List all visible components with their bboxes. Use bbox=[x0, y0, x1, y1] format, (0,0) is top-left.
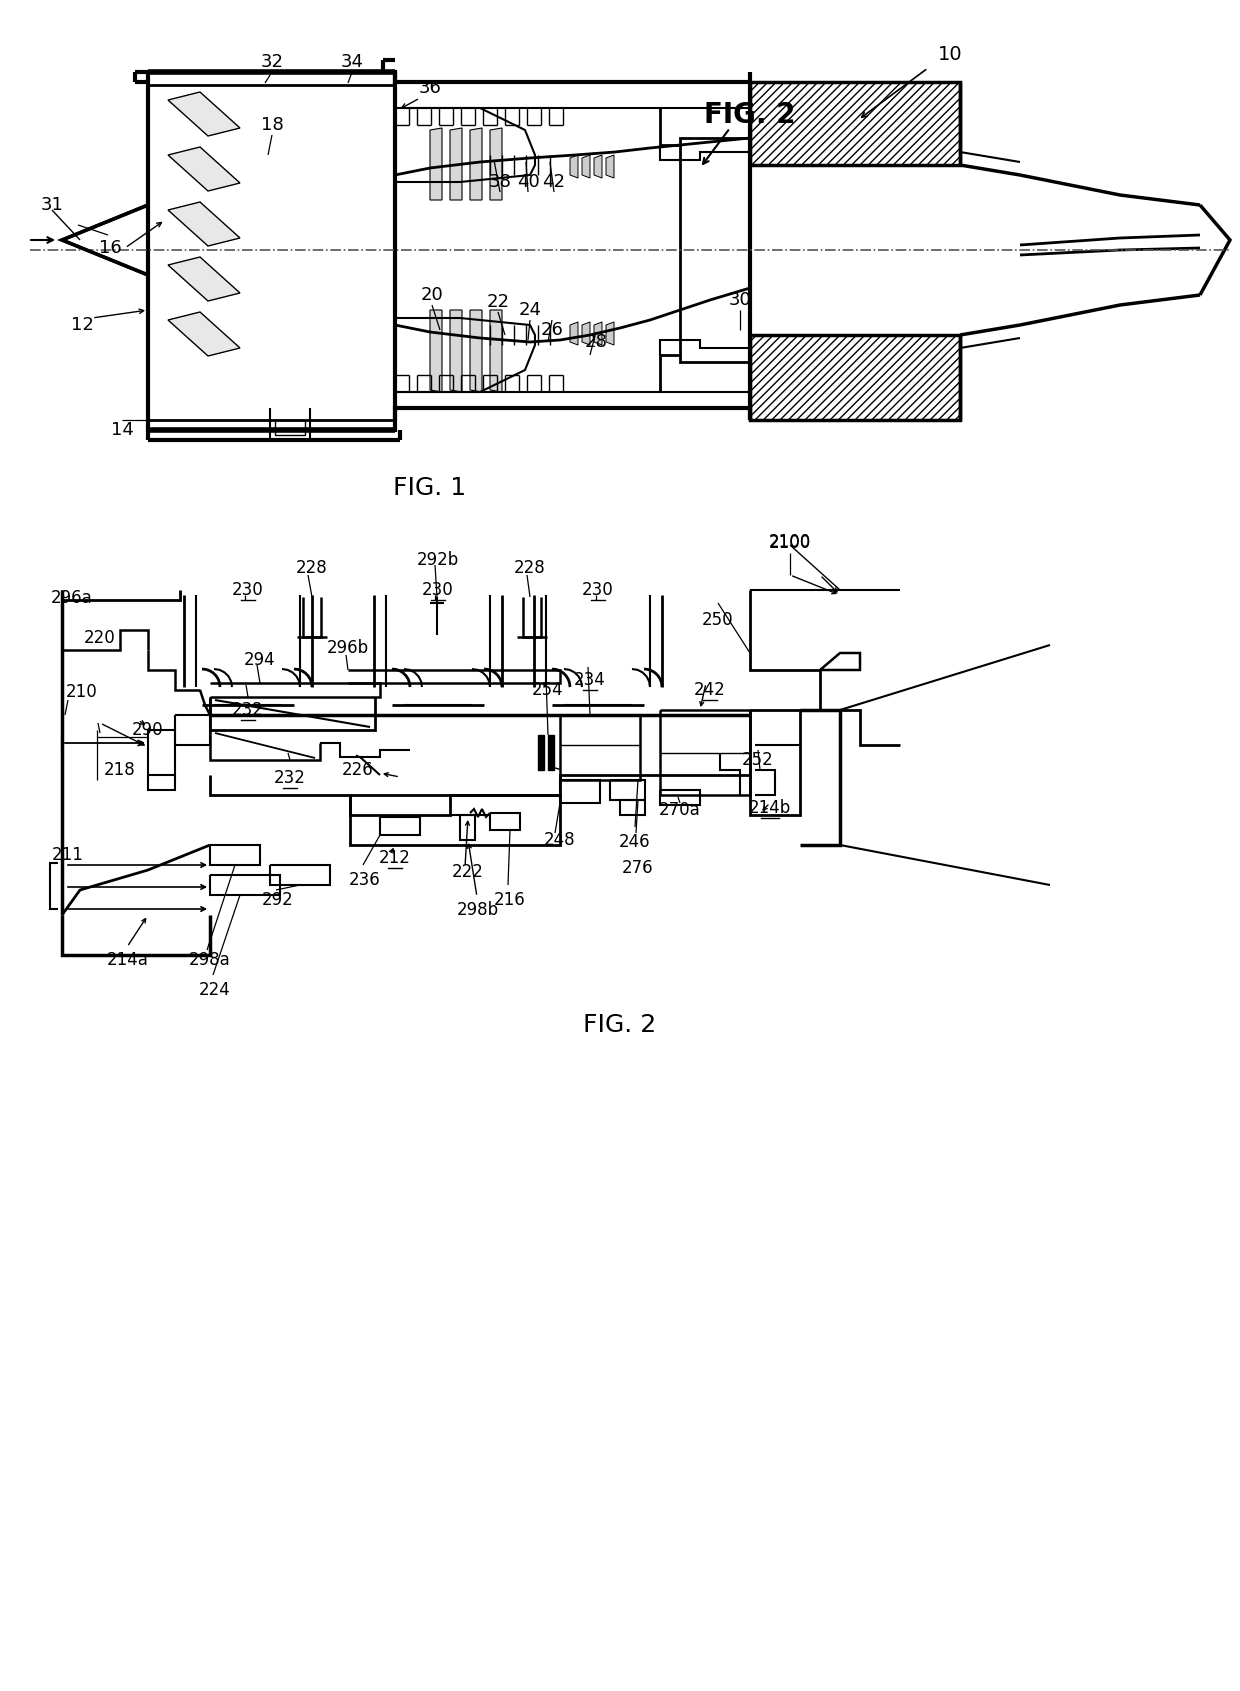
Polygon shape bbox=[606, 321, 614, 345]
Polygon shape bbox=[538, 736, 544, 769]
Polygon shape bbox=[582, 156, 590, 178]
Text: 218: 218 bbox=[104, 761, 136, 780]
Text: 230: 230 bbox=[232, 582, 264, 599]
Polygon shape bbox=[490, 129, 502, 200]
Polygon shape bbox=[490, 309, 502, 392]
Text: 16: 16 bbox=[99, 238, 122, 257]
Text: 28: 28 bbox=[584, 333, 608, 352]
Polygon shape bbox=[582, 321, 590, 345]
Text: 230: 230 bbox=[422, 582, 454, 599]
Text: 290: 290 bbox=[133, 720, 164, 739]
Text: 214b: 214b bbox=[749, 800, 791, 817]
Text: 18: 18 bbox=[260, 117, 284, 134]
Text: 42: 42 bbox=[543, 172, 565, 191]
Text: 248: 248 bbox=[544, 830, 575, 849]
Text: 211: 211 bbox=[52, 846, 84, 864]
Polygon shape bbox=[570, 321, 578, 345]
Polygon shape bbox=[430, 309, 441, 392]
Text: 26: 26 bbox=[541, 321, 563, 338]
Text: 214a: 214a bbox=[107, 950, 149, 969]
Polygon shape bbox=[594, 321, 601, 345]
Text: 226: 226 bbox=[342, 761, 374, 780]
Text: 242: 242 bbox=[694, 681, 725, 698]
Text: 36: 36 bbox=[419, 79, 441, 96]
Text: 24: 24 bbox=[518, 301, 542, 320]
Text: 296a: 296a bbox=[51, 588, 93, 607]
Text: 236: 236 bbox=[350, 871, 381, 889]
Polygon shape bbox=[275, 419, 305, 435]
Text: 228: 228 bbox=[296, 560, 327, 577]
Text: 232: 232 bbox=[274, 769, 306, 786]
Text: 296b: 296b bbox=[327, 639, 370, 658]
Polygon shape bbox=[167, 201, 241, 245]
Polygon shape bbox=[606, 156, 614, 178]
Text: FIG. 2: FIG. 2 bbox=[583, 1013, 657, 1037]
Text: 20: 20 bbox=[420, 286, 444, 304]
Text: 228: 228 bbox=[515, 560, 546, 577]
Text: 298a: 298a bbox=[190, 950, 231, 969]
Polygon shape bbox=[450, 129, 463, 200]
Polygon shape bbox=[450, 309, 463, 392]
Text: 40: 40 bbox=[517, 172, 539, 191]
Polygon shape bbox=[750, 81, 960, 166]
Polygon shape bbox=[470, 129, 482, 200]
Text: 12: 12 bbox=[71, 316, 93, 335]
Text: FIG. 1: FIG. 1 bbox=[393, 475, 466, 501]
Text: 34: 34 bbox=[341, 52, 363, 71]
Text: 230: 230 bbox=[582, 582, 614, 599]
Text: 234: 234 bbox=[574, 671, 606, 688]
Text: FIG. 2: FIG. 2 bbox=[704, 101, 796, 129]
Text: 10: 10 bbox=[937, 46, 962, 64]
Text: 276: 276 bbox=[622, 859, 653, 878]
Text: 38: 38 bbox=[489, 172, 511, 191]
Text: 292b: 292b bbox=[417, 551, 459, 568]
Polygon shape bbox=[548, 736, 554, 769]
Polygon shape bbox=[167, 91, 241, 135]
Text: 270a: 270a bbox=[660, 802, 701, 818]
Text: 298b: 298b bbox=[456, 901, 498, 918]
Text: 212: 212 bbox=[379, 849, 410, 867]
Text: 2100: 2100 bbox=[769, 533, 811, 551]
Text: 210: 210 bbox=[66, 683, 98, 702]
Text: 32: 32 bbox=[260, 52, 284, 71]
Text: 22: 22 bbox=[486, 293, 510, 311]
Text: 220: 220 bbox=[84, 629, 115, 648]
Text: 246: 246 bbox=[619, 834, 651, 851]
Text: 216: 216 bbox=[494, 891, 526, 910]
Text: 292: 292 bbox=[262, 891, 294, 910]
Polygon shape bbox=[570, 156, 578, 178]
Polygon shape bbox=[167, 147, 241, 191]
Text: 31: 31 bbox=[41, 196, 63, 215]
Polygon shape bbox=[594, 156, 601, 178]
Text: 30: 30 bbox=[729, 291, 751, 309]
Text: 224: 224 bbox=[200, 981, 231, 999]
Polygon shape bbox=[167, 257, 241, 301]
Text: 232: 232 bbox=[232, 702, 264, 719]
Text: 254: 254 bbox=[532, 681, 564, 698]
Polygon shape bbox=[167, 313, 241, 357]
Polygon shape bbox=[430, 129, 441, 200]
Text: 294: 294 bbox=[244, 651, 275, 670]
Text: 222: 222 bbox=[453, 862, 484, 881]
Text: 252: 252 bbox=[742, 751, 774, 769]
Polygon shape bbox=[750, 335, 960, 419]
Text: 14: 14 bbox=[110, 421, 134, 440]
Text: 250: 250 bbox=[702, 610, 734, 629]
Text: 2100: 2100 bbox=[769, 534, 811, 551]
Polygon shape bbox=[470, 309, 482, 392]
